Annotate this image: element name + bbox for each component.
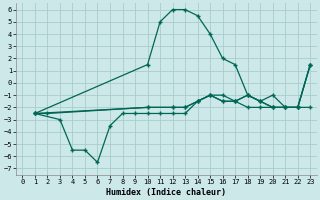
- X-axis label: Humidex (Indice chaleur): Humidex (Indice chaleur): [106, 188, 226, 197]
